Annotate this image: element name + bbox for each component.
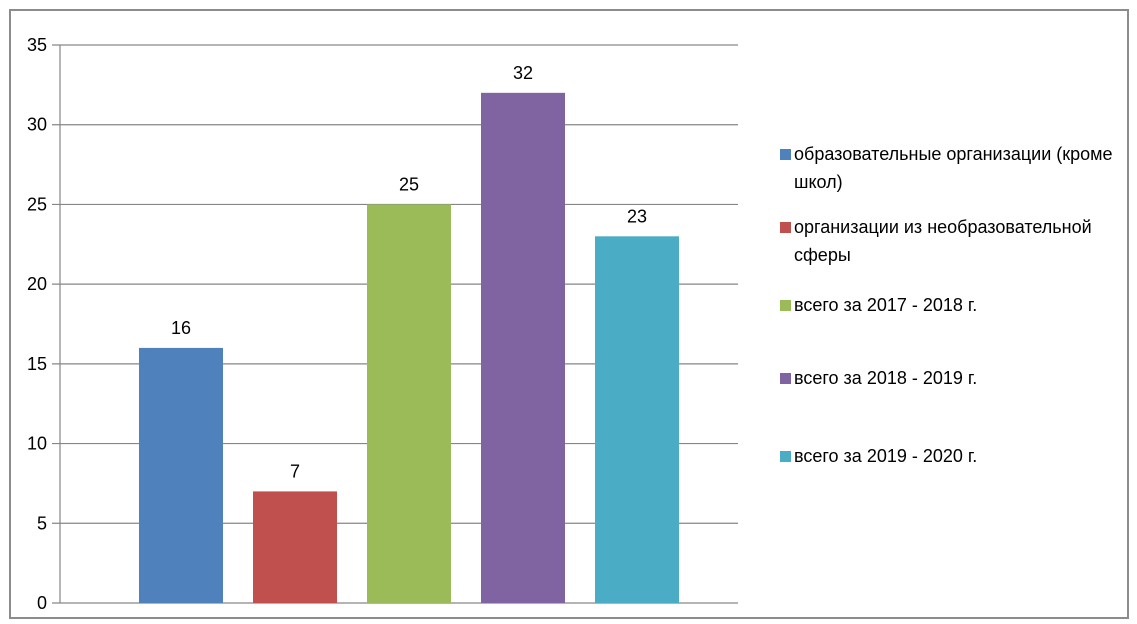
bar [595, 236, 679, 604]
legend-swatch [780, 300, 791, 311]
legend: образовательные организации (кроме школ) о… [780, 144, 1113, 466]
data-label: 7 [290, 461, 300, 481]
legend-swatch [780, 451, 791, 462]
legend-label: образовательные организации (кроме школ) [794, 144, 1113, 192]
y-axis: 0 5 10 15 20 25 30 35 [27, 35, 61, 613]
legend-label: всего за 2018 - 2019 г. [794, 368, 977, 388]
y-tick-label: 15 [27, 354, 47, 374]
data-label: 16 [171, 318, 191, 338]
y-tick-label: 10 [27, 434, 47, 454]
bar [139, 347, 223, 603]
data-label: 32 [513, 63, 533, 83]
y-tick-label: 35 [27, 35, 47, 55]
bars [139, 92, 679, 604]
bar [481, 92, 565, 603]
y-tick-label: 0 [37, 593, 47, 613]
legend-swatch [780, 373, 791, 384]
legend-label: организации из необразовательной сферы [794, 217, 1092, 265]
y-tick-label: 25 [27, 194, 47, 214]
data-label: 25 [399, 174, 419, 194]
legend-swatch [780, 222, 791, 233]
data-label: 23 [627, 206, 647, 226]
legend-label: всего за 2019 - 2020 г. [794, 446, 977, 466]
y-tick-label: 5 [37, 513, 47, 533]
y-tick-label: 20 [27, 274, 47, 294]
bar [253, 491, 337, 603]
legend-label: всего за 2017 - 2018 г. [794, 295, 977, 315]
y-tick-label: 30 [27, 115, 47, 135]
data-labels: 16 7 25 32 23 [171, 63, 647, 482]
bar [367, 204, 451, 603]
legend-swatch [780, 149, 791, 160]
